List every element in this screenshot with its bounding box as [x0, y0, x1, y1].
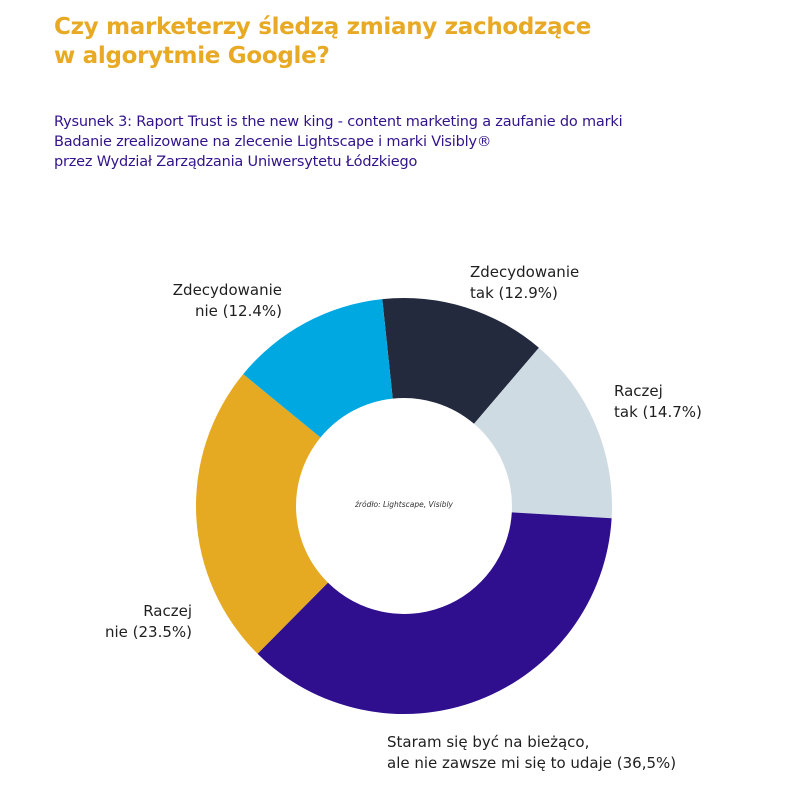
- page-title: Czy marketerzy śledzą zmiany zachodzące …: [54, 13, 591, 71]
- donut-slice-0: [382, 297, 539, 424]
- figure-caption: Rysunek 3: Raport Trust is the new king …: [54, 112, 623, 172]
- slice-label-zdecydowanie-tak: Zdecydowanie tak (12.9%): [470, 263, 580, 302]
- title-line: w algorytmie Google?: [54, 43, 330, 69]
- caption-line: Badanie zrealizowane na zlecenie Lightsc…: [54, 134, 492, 150]
- title-line: Czy marketerzy śledzą zmiany zachodzące: [54, 14, 591, 40]
- source-annotation: źródło: Lightscape, Visibly: [355, 500, 453, 509]
- slice-label-raczej-nie: Raczej nie (23.5%): [104, 602, 192, 641]
- caption-line: Rysunek 3: Raport Trust is the new king …: [54, 114, 623, 130]
- slice-label-staram-sie: Staram się być na bieżąco, ale nie zawsze…: [387, 733, 677, 772]
- donut-slice-1: [474, 347, 613, 519]
- slice-label-zdecydowanie-nie: Zdecydowanie nie (12.4%): [172, 281, 282, 320]
- donut-slice-3: [196, 374, 328, 654]
- slice-label-raczej-tak: Raczej tak (14.7%): [614, 382, 702, 421]
- caption-line: przez Wydział Zarządzania Uniwersytetu Ł…: [54, 154, 418, 170]
- donut-slice-2: [257, 512, 612, 715]
- donut-slice-4: [243, 299, 393, 438]
